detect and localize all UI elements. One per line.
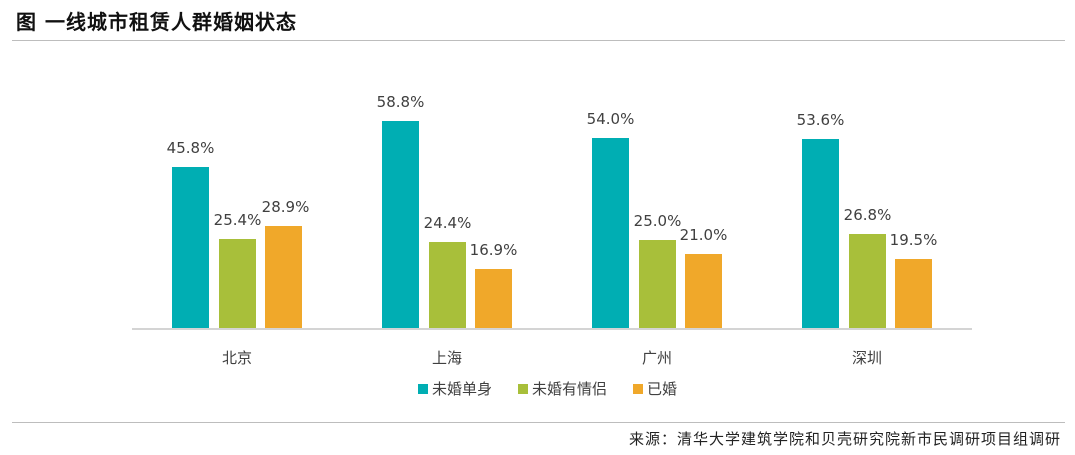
title-divider xyxy=(12,40,1065,41)
data-label: 24.4% xyxy=(423,214,472,232)
data-label: 53.6% xyxy=(796,111,845,129)
legend-item: 已婚 xyxy=(633,378,677,399)
bar xyxy=(849,234,886,328)
legend-label: 已婚 xyxy=(647,380,678,398)
data-label: 25.0% xyxy=(633,212,682,230)
data-label: 58.8% xyxy=(376,93,425,111)
bar xyxy=(592,138,629,328)
source-note: 来源：清华大学建筑学院和贝壳研究院新市民调研项目组调研 xyxy=(628,430,1061,448)
legend-label: 未婚有情侣 xyxy=(531,380,607,398)
category-label: 北京 xyxy=(221,349,253,367)
bar xyxy=(895,259,932,328)
bar xyxy=(265,226,302,328)
data-label: 25.4% xyxy=(213,211,262,229)
data-label: 54.0% xyxy=(586,110,635,128)
legend-swatch-icon xyxy=(517,383,528,394)
category-label: 上海 xyxy=(431,349,463,367)
bar xyxy=(685,254,722,328)
chart-legend: 未婚单身 未婚有情侣 已婚 xyxy=(0,378,1075,399)
data-label: 19.5% xyxy=(889,231,938,249)
bar xyxy=(475,269,512,328)
chart-title: 图 一线城市租赁人群婚姻状态 xyxy=(16,10,297,34)
data-label: 28.9% xyxy=(261,198,310,216)
x-axis-line xyxy=(132,328,972,330)
legend-swatch-icon xyxy=(633,383,643,394)
data-label: 45.8% xyxy=(166,139,215,157)
bar xyxy=(639,240,676,328)
category-label: 广州 xyxy=(641,349,673,367)
bar xyxy=(172,167,209,328)
bar xyxy=(802,139,839,328)
legend-item: 未婚有情侣 xyxy=(517,378,607,399)
legend-label: 未婚单身 xyxy=(431,380,492,398)
source-divider xyxy=(12,422,1065,423)
legend-swatch-icon xyxy=(417,383,428,394)
bar xyxy=(382,121,419,328)
bar xyxy=(219,239,256,328)
legend-item: 未婚单身 xyxy=(417,378,492,399)
category-label: 深圳 xyxy=(851,349,883,367)
data-label: 21.0% xyxy=(679,226,728,244)
data-label: 16.9% xyxy=(469,241,518,259)
bar xyxy=(429,242,466,328)
data-label: 26.8% xyxy=(843,206,892,224)
